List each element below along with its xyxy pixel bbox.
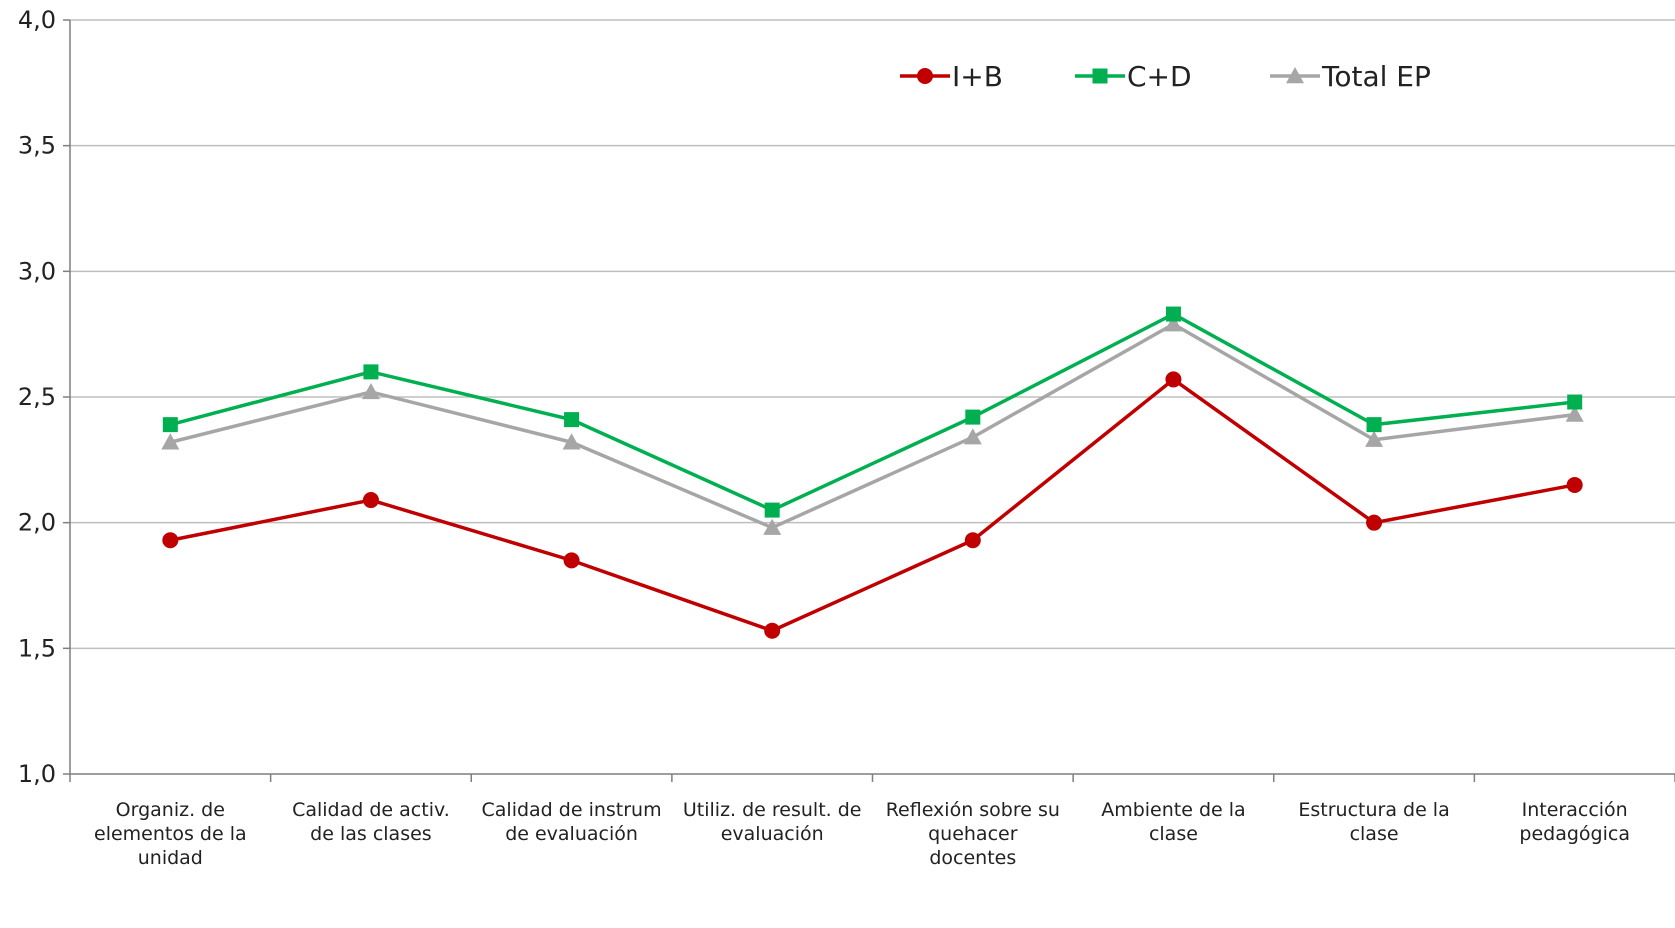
gridlines [70, 19, 1675, 650]
data-point [764, 622, 781, 639]
series-line [169, 322, 1575, 530]
x-tick-label: Calidad de activ. de las clases [292, 799, 450, 845]
y-tick-label: 1,5 [18, 634, 56, 662]
data-point [362, 492, 379, 509]
data-point [363, 364, 379, 380]
legend-swatch-marker [1286, 67, 1304, 84]
data-point [1366, 417, 1382, 433]
series-total-ep [161, 315, 1584, 535]
y-tick-label: 4,0 [18, 6, 56, 34]
data-point [764, 502, 780, 518]
x-axis-ticks: Organiz. de elementos de la unidad Calidad … [94, 799, 1630, 869]
data-point [1366, 514, 1383, 531]
x-tick-label: Reflexión sobre su quehacer docentes [886, 799, 1060, 869]
data-point [1567, 394, 1583, 410]
data-point [763, 518, 782, 535]
data-point [361, 382, 380, 400]
legend-swatch-marker [917, 68, 933, 84]
series-c-d [162, 306, 1583, 518]
x-tick-label: Calidad de instrum de evaluación [482, 799, 662, 845]
data-point [162, 532, 179, 549]
y-axis-ticks: 1,0 1,5 2,0 2,5 3,0 3,5 4,0 [18, 6, 56, 788]
x-tick-label: Utiliz. de result. de evaluación [683, 799, 862, 845]
data-point [1165, 306, 1181, 322]
x-tick-label: Ambiente de la clase [1101, 799, 1245, 845]
axes [63, 19, 1675, 782]
y-tick-label: 3,5 [18, 132, 56, 160]
data-point [963, 428, 982, 445]
x-tick-label: Interacción pedagógica [1519, 799, 1630, 845]
x-tick-label: Estructura de la clase [1298, 799, 1449, 845]
data-point [1164, 315, 1183, 332]
data-point [964, 532, 981, 549]
legend-item: I+B [900, 60, 1003, 93]
data-point [162, 417, 178, 433]
x-tick-label: Organiz. de elementos de la unidad [94, 799, 247, 869]
data-point [1566, 476, 1583, 493]
y-tick-label: 2,5 [18, 383, 56, 411]
legend-label: Total EP [1321, 60, 1431, 93]
data-point [1565, 405, 1584, 422]
data-point [562, 433, 581, 450]
data-point [563, 552, 580, 569]
y-tick-label: 2,0 [18, 509, 56, 537]
series-group [161, 306, 1584, 639]
legend-label: I+B [952, 60, 1003, 93]
y-tick-label: 3,0 [18, 257, 56, 285]
data-point [1365, 430, 1384, 447]
data-point [564, 412, 580, 428]
data-point [161, 433, 180, 450]
legend-label: C+D [1127, 60, 1192, 93]
legend-swatch-marker [1092, 68, 1108, 84]
legend: I+B C+D Total EP [900, 60, 1431, 93]
legend-item: C+D [1075, 60, 1192, 93]
data-point [1165, 371, 1182, 388]
series-line [169, 377, 1576, 633]
legend-item: Total EP [1270, 60, 1431, 93]
series-line [169, 312, 1575, 512]
data-point [965, 409, 981, 425]
series-i-b [162, 371, 1583, 639]
y-tick-label: 1,0 [18, 760, 56, 788]
